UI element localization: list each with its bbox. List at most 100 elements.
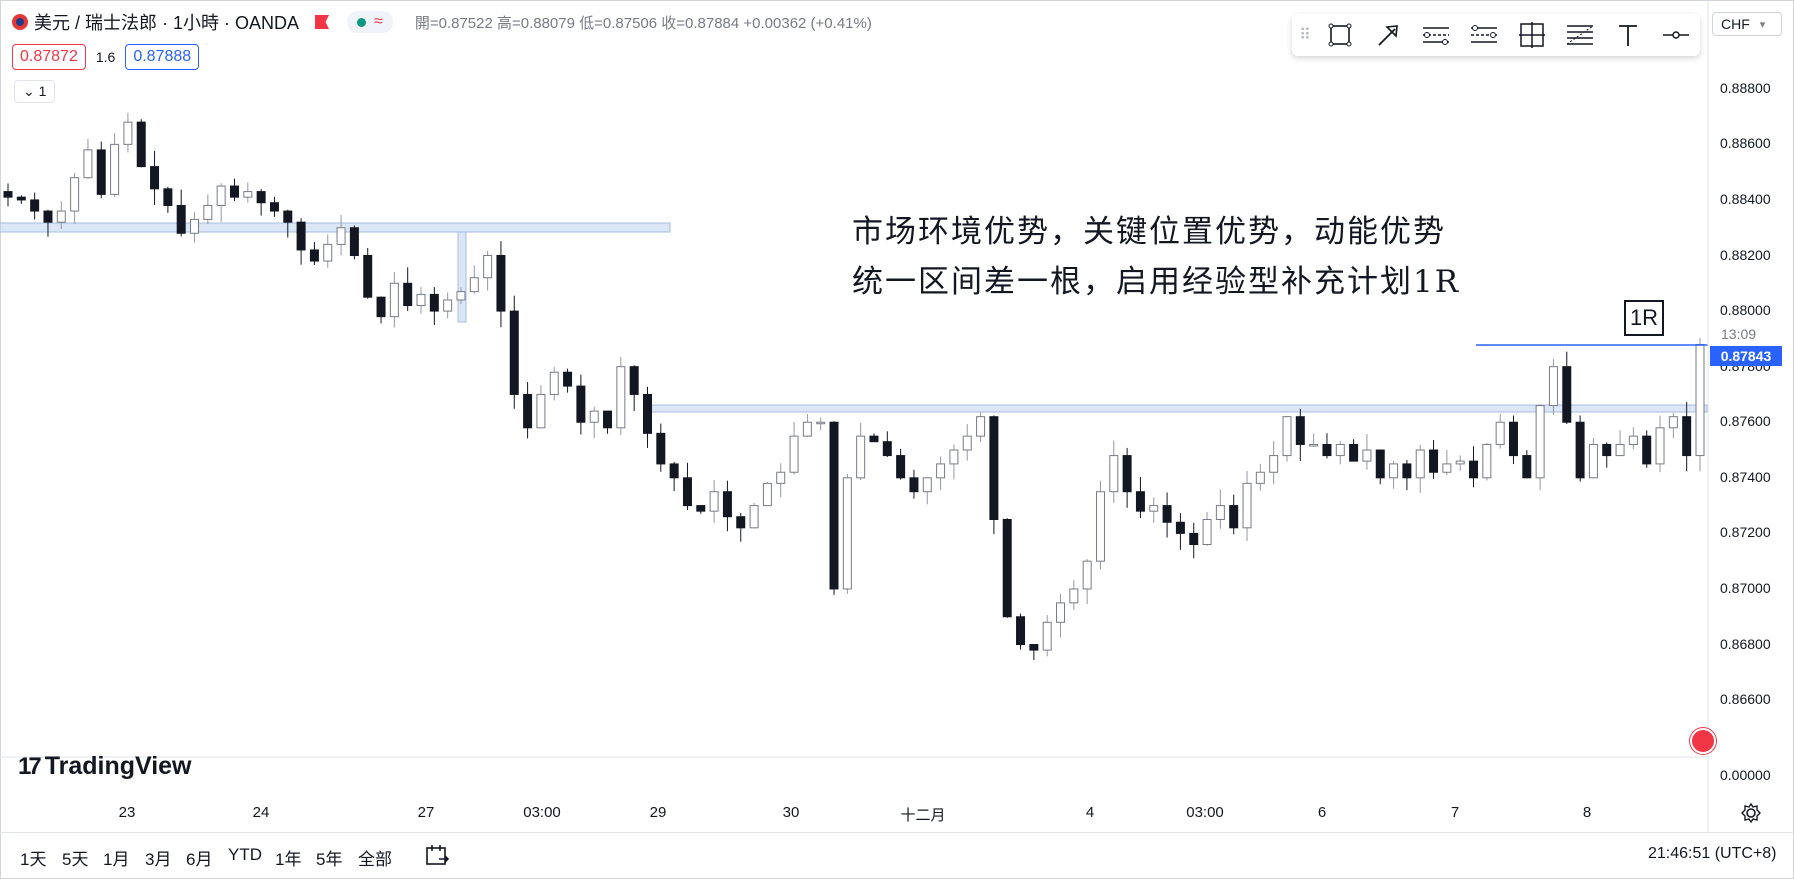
candle-up [1242,482,1252,529]
flag-icon[interactable] [315,15,330,29]
candle-down [629,366,639,395]
tradingview-logo[interactable]: 17 TradingView [18,752,192,781]
candle-up [1335,443,1345,457]
buy-price-button[interactable]: 0.87888 [125,44,200,70]
range-button[interactable]: 1月 [103,850,130,869]
candle-up [1482,443,1492,479]
key-level-zone[interactable] [647,404,1708,413]
candle-up [842,477,852,590]
candle-up [1668,416,1678,429]
current-price-label: 0.87843 [1710,346,1782,366]
candle-up [456,291,466,301]
fib-retracement-icon[interactable] [1556,14,1604,56]
candle-down [256,191,266,204]
bottom-toolbar [0,832,1794,878]
range-button[interactable]: YTD [228,845,262,864]
candle-down [163,188,173,206]
range-marker[interactable] [457,231,467,323]
collapse-count: 1 [38,83,47,99]
candle-up [816,421,826,425]
annotation-text-line2[interactable]: 统一区间差一根，启用经验型补充计划1R [852,264,1461,300]
candle-down [523,393,533,429]
candle-down [1562,366,1572,423]
price-tick-label: 0.88400 [1720,190,1771,207]
candle-down [1522,455,1532,479]
time-tick-label: 27 [417,804,435,821]
range-button[interactable]: 3月 [145,850,172,869]
candle-down [229,185,239,198]
currency-select[interactable]: CHF ▾ [1712,12,1782,36]
candle-down [1229,505,1239,529]
drag-handle-icon[interactable]: ⠿ [1299,27,1311,44]
price-tick-label: 0.00000 [1720,767,1771,783]
candle-down [576,385,586,423]
candle-down [1189,532,1199,545]
symbol-title[interactable]: 美元 / 瑞士法郎 · 1小時 · OANDA [34,13,300,33]
candle-down [363,255,373,298]
candle-down [1508,421,1518,457]
range-button[interactable]: 5年 [316,850,343,869]
candle-up [536,393,546,429]
sell-price-button[interactable]: 0.87872 [12,44,86,70]
currency-value: CHF [1721,16,1750,32]
candle-up [1215,505,1225,520]
clock-readout[interactable]: 21:46:51 (UTC+8) [1648,845,1777,862]
candle-down [1375,449,1385,479]
candle-up [1548,366,1558,407]
rectangle-icon[interactable] [1316,14,1364,56]
candle-down [656,432,666,465]
range-button[interactable]: 全部 [358,850,392,869]
candle-up [1309,443,1319,447]
candle-down [349,227,359,257]
candle-down [722,491,732,518]
logo-text: TradingView [44,752,192,780]
candle-down [1135,491,1145,512]
candle-up [389,282,399,318]
long-position-icon[interactable] [1412,14,1460,56]
candle-down [563,371,573,387]
range-button[interactable]: 6月 [186,850,213,869]
candle-down [176,204,186,234]
one-r-label[interactable]: 1R [1624,300,1664,336]
candle-up [190,218,200,234]
price-tick-label: 0.88200 [1720,246,1771,263]
candle-up [203,204,213,220]
market-status-pill[interactable]: ≈ [347,11,393,33]
candle-down [909,477,919,493]
candle-up [1109,455,1119,493]
candle-up [1615,443,1625,457]
candle-up [469,277,479,293]
horizontal-line-icon[interactable] [1652,14,1700,56]
bar-countdown: 13:09 [1721,326,1757,342]
annotation-text-line1[interactable]: 市场环境优势，关键位置优势，动能优势 [852,214,1446,250]
text-icon[interactable] [1604,14,1652,56]
range-button[interactable]: 5天 [62,850,89,869]
candle-up [83,149,93,179]
candle-down [603,410,613,429]
candle-up [243,191,253,198]
candle-down [30,199,40,212]
time-tick-label: 24 [252,804,270,821]
candle-up [1149,505,1159,512]
candle-up [1362,449,1372,462]
candle-down [1349,443,1359,462]
range-button[interactable]: 1天 [20,850,47,869]
candle-up [1655,427,1665,465]
price-tick-label: 0.86800 [1720,635,1771,652]
candle-down [869,435,879,443]
chart-settings-icon[interactable] [1740,802,1762,829]
indicator-collapse-button[interactable]: ⌄ 1 [14,80,56,103]
economic-event-flag-icon[interactable] [1690,728,1716,754]
key-level-zone[interactable] [0,222,671,233]
calendar-goto-icon[interactable] [424,842,450,873]
candle-down [496,255,506,312]
arrow-icon[interactable] [1364,14,1412,56]
candle-up [976,416,986,437]
range-button[interactable]: 1年 [275,850,302,869]
short-position-icon[interactable] [1460,14,1508,56]
date-price-range-icon[interactable] [1508,14,1556,56]
candle-down [429,293,439,312]
candle-up [416,293,426,307]
candle-up [70,177,80,212]
